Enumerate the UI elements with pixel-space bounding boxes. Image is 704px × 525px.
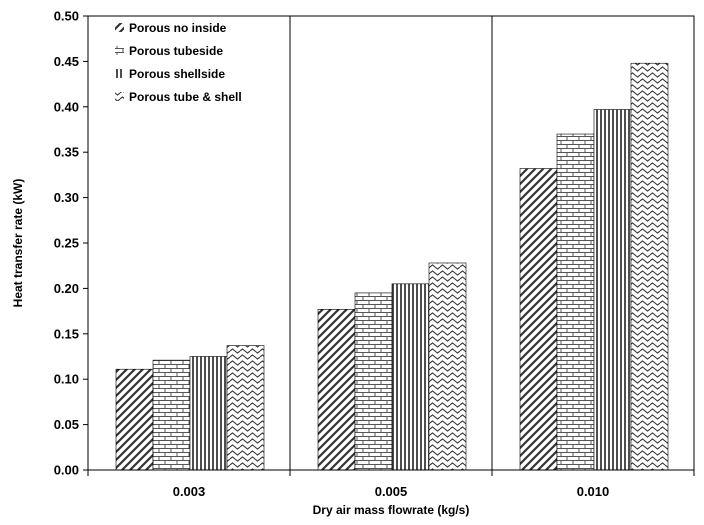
x-tick-label: 0.010 — [577, 484, 610, 499]
y-tick-label: 0.00 — [54, 463, 79, 478]
bar-wave-0.005 — [428, 262, 467, 471]
y-tick-label: 0.35 — [54, 145, 79, 160]
legend-swatch-wave — [115, 92, 124, 101]
y-axis: 0.00 0.05 0.10 0.15 0.20 0.25 0.30 0.35 0.40 0.45… — [54, 9, 88, 478]
bar-diagonal-hatch-0.003 — [115, 368, 154, 471]
bar-brick-0.005 — [354, 292, 393, 471]
x-axis: 0.003 0.005 0.010 — [87, 470, 695, 499]
bar-brick-0.010 — [556, 133, 595, 471]
y-tick-label: 0.45 — [54, 54, 79, 69]
legend: Porous no inside Porous tubeside Porous sh… — [115, 21, 242, 104]
legend-label: Porous tubeside — [129, 44, 223, 58]
bar-wave-0.003 — [226, 345, 265, 471]
bar-vertical-lines-0.005 — [391, 283, 430, 471]
bar-brick-0.003 — [152, 359, 191, 471]
y-tick-label: 0.50 — [54, 9, 79, 24]
legend-label: Porous shellside — [129, 67, 225, 81]
x-tick-label: 0.003 — [173, 484, 206, 499]
y-tick-label: 0.05 — [54, 417, 79, 432]
bar-vertical-lines-0.003 — [189, 356, 228, 471]
legend-swatch-diagonal-hatch — [115, 23, 124, 32]
y-tick-label: 0.40 — [54, 99, 79, 114]
bar-diagonal-hatch-0.010 — [519, 168, 558, 471]
y-axis-title: Heat transfer rate (kW) — [11, 179, 25, 308]
legend-label: Porous tube & shell — [129, 90, 242, 104]
bar-diagonal-hatch-0.005 — [317, 308, 356, 471]
legend-label: Porous no inside — [129, 21, 227, 35]
x-axis-title: Dry air mass flowrate (kg/s) — [313, 503, 470, 517]
bar-vertical-lines-0.010 — [593, 109, 632, 471]
category-dividers — [289, 16, 493, 476]
y-tick-label: 0.30 — [54, 190, 79, 205]
legend-swatch-brick — [115, 46, 124, 55]
bar-wave-0.010 — [630, 62, 669, 471]
bars-group — [115, 62, 669, 471]
y-tick-label: 0.25 — [54, 236, 79, 251]
y-tick-label: 0.20 — [54, 281, 79, 296]
y-tick-label: 0.10 — [54, 372, 79, 387]
y-tick-label: 0.15 — [54, 326, 79, 341]
x-tick-label: 0.005 — [375, 484, 408, 499]
legend-swatch-vertical-lines — [115, 69, 124, 78]
